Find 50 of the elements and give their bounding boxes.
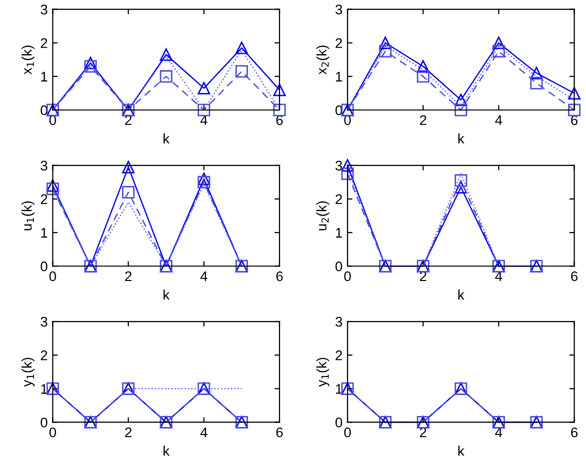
y-tick-label: 3: [40, 160, 48, 171]
x-tick-label: 0: [344, 427, 351, 438]
y-axis-title: u$_{2}$(k): [316, 201, 330, 230]
y-tick-label: 1: [41, 384, 48, 394]
x-tick-label: 6: [276, 427, 283, 438]
y-tick-label: 2: [40, 38, 48, 48]
x-tick-label: 6: [571, 271, 578, 282]
y-axis-title: y$_{1}$(k): [22, 358, 34, 387]
y-tick-label: 2: [336, 38, 342, 48]
y-tick-label: 3: [335, 316, 342, 327]
x-axis-title: k: [458, 289, 464, 300]
y-tick-label: 3: [40, 316, 48, 327]
x-tick-label: 4: [495, 271, 502, 282]
y-axis-title: x$_{2}$(k): [316, 46, 330, 74]
y-axis-title: u$_{1}$(k): [22, 201, 34, 230]
x-axis-title: k: [164, 133, 170, 144]
x-tick-label: 2: [420, 115, 426, 125]
y-tick-label: 0: [335, 261, 342, 272]
y-tick-label: 0: [335, 418, 342, 428]
y-axis-title: y$_{1}$(k): [316, 358, 330, 387]
x-tick-label: 4: [200, 428, 208, 438]
x-tick-label: 4: [200, 271, 208, 282]
y-tick-label: 1: [41, 228, 48, 238]
x-tick-label: 2: [125, 271, 132, 282]
y-axis-title: x$_{1}$(k): [22, 46, 34, 74]
y-tick-label: 3: [335, 4, 342, 14]
x-axis-title: k: [164, 446, 170, 456]
y-tick-label: 3: [40, 4, 48, 14]
y-tick-label: 2: [336, 194, 342, 204]
y-tick-label: 2: [40, 194, 48, 204]
x-axis-title: k: [164, 289, 170, 300]
y-tick-label: 3: [335, 160, 342, 171]
y-tick-label: 0: [40, 261, 48, 272]
y-tick-label: 1: [336, 72, 342, 82]
x-tick-label: 4: [200, 115, 208, 125]
x-axis-title: k: [458, 133, 464, 144]
y-tick-label: 1: [336, 228, 342, 238]
x-tick-label: 2: [125, 427, 132, 438]
y-tick-label: 1: [41, 72, 48, 82]
x-tick-label: 6: [276, 271, 283, 282]
x-tick-label: 0: [49, 271, 56, 282]
y-tick-label: 0: [40, 418, 48, 428]
x-tick-label: 0: [49, 427, 56, 438]
y-tick-label: 1: [336, 384, 342, 394]
x-tick-label: 4: [495, 115, 502, 125]
x-tick-label: 6: [571, 427, 578, 438]
x-axis-title: k: [458, 446, 464, 456]
y-tick-label: 2: [40, 350, 48, 360]
y-tick-label: 2: [336, 350, 342, 360]
x-tick-label: 0: [344, 271, 351, 282]
